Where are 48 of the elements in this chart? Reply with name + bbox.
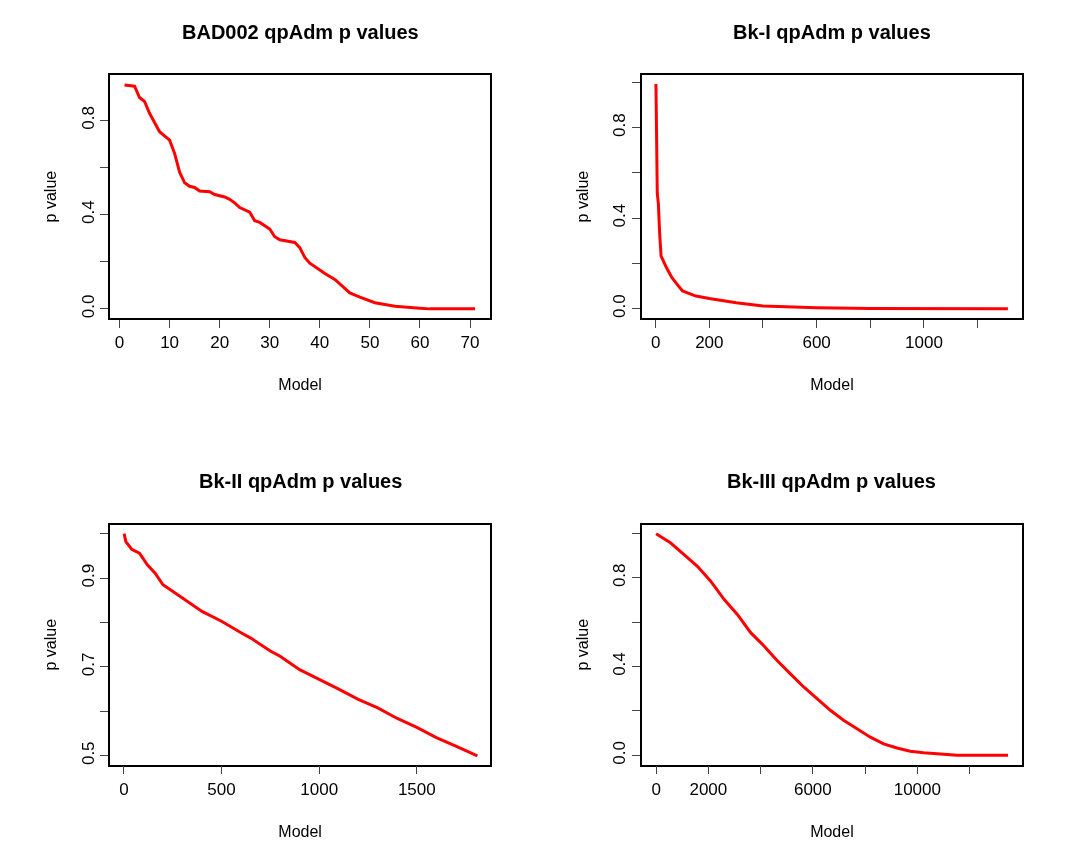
x-tick-label: 70 bbox=[460, 332, 480, 352]
x-tick-label: 0 bbox=[119, 779, 129, 799]
x-tick-label: 10000 bbox=[893, 779, 941, 799]
x-axis-title: Model bbox=[278, 823, 322, 841]
y-tick-label: 0.0 bbox=[610, 294, 630, 319]
x-tick-label: 6000 bbox=[793, 779, 832, 799]
x-tick-label: 40 bbox=[310, 332, 330, 352]
chart-title: Bk-III qpAdm p values bbox=[727, 470, 936, 492]
x-tick-label: 1000 bbox=[905, 332, 943, 352]
line-series bbox=[122, 532, 479, 758]
x-tick-label: 60 bbox=[410, 332, 430, 352]
x-tick-label: 0 bbox=[114, 332, 125, 352]
y-tick-label: 0.9 bbox=[78, 563, 98, 588]
x-tick-label: 20 bbox=[210, 332, 230, 352]
y-tick-label: 0.0 bbox=[78, 294, 98, 319]
x-tick-label: 50 bbox=[360, 332, 380, 352]
x-tick-label: 2000 bbox=[689, 779, 728, 799]
x-tick-label: 500 bbox=[207, 779, 236, 799]
x-tick-label: 30 bbox=[260, 332, 280, 352]
x-tick-label: 0 bbox=[650, 332, 661, 352]
x-tick-label: 600 bbox=[802, 332, 831, 352]
y-axis-title: p value bbox=[573, 170, 591, 223]
line-series bbox=[654, 532, 1010, 757]
x-tick-label: 1000 bbox=[300, 779, 339, 799]
y-axis-title: p value bbox=[573, 618, 591, 671]
y-tick-label: 0.4 bbox=[610, 652, 630, 676]
x-tick-label: 200 bbox=[695, 332, 724, 352]
y-tick-label: 0.5 bbox=[78, 741, 98, 766]
x-axis-title: Model bbox=[810, 823, 854, 841]
y-tick-label: 0.4 bbox=[610, 203, 630, 228]
y-tick-label: 0.7 bbox=[78, 652, 98, 677]
x-axis-title: Model bbox=[810, 376, 854, 394]
y-tick-label: 0.0 bbox=[610, 740, 630, 765]
y-axis-title: p value bbox=[42, 170, 60, 223]
line-series bbox=[654, 82, 1010, 311]
x-tick-label: 0 bbox=[651, 779, 661, 799]
x-tick-label: 1500 bbox=[397, 779, 436, 799]
chart-title: Bk-II qpAdm p values bbox=[199, 470, 403, 492]
y-tick-label: 0.8 bbox=[610, 113, 630, 137]
y-axis-title: p value bbox=[42, 618, 60, 671]
x-axis-title: Model bbox=[278, 376, 322, 394]
chart-title: Bk-I qpAdm p values bbox=[733, 21, 931, 43]
y-tick-label: 0.4 bbox=[78, 200, 98, 224]
y-tick-label: 0.8 bbox=[610, 563, 630, 588]
y-tick-label: 0.8 bbox=[78, 105, 98, 130]
line-series bbox=[123, 83, 477, 311]
x-tick-label: 10 bbox=[160, 332, 180, 352]
chart-title: BAD002 qpAdm p values bbox=[182, 21, 419, 43]
